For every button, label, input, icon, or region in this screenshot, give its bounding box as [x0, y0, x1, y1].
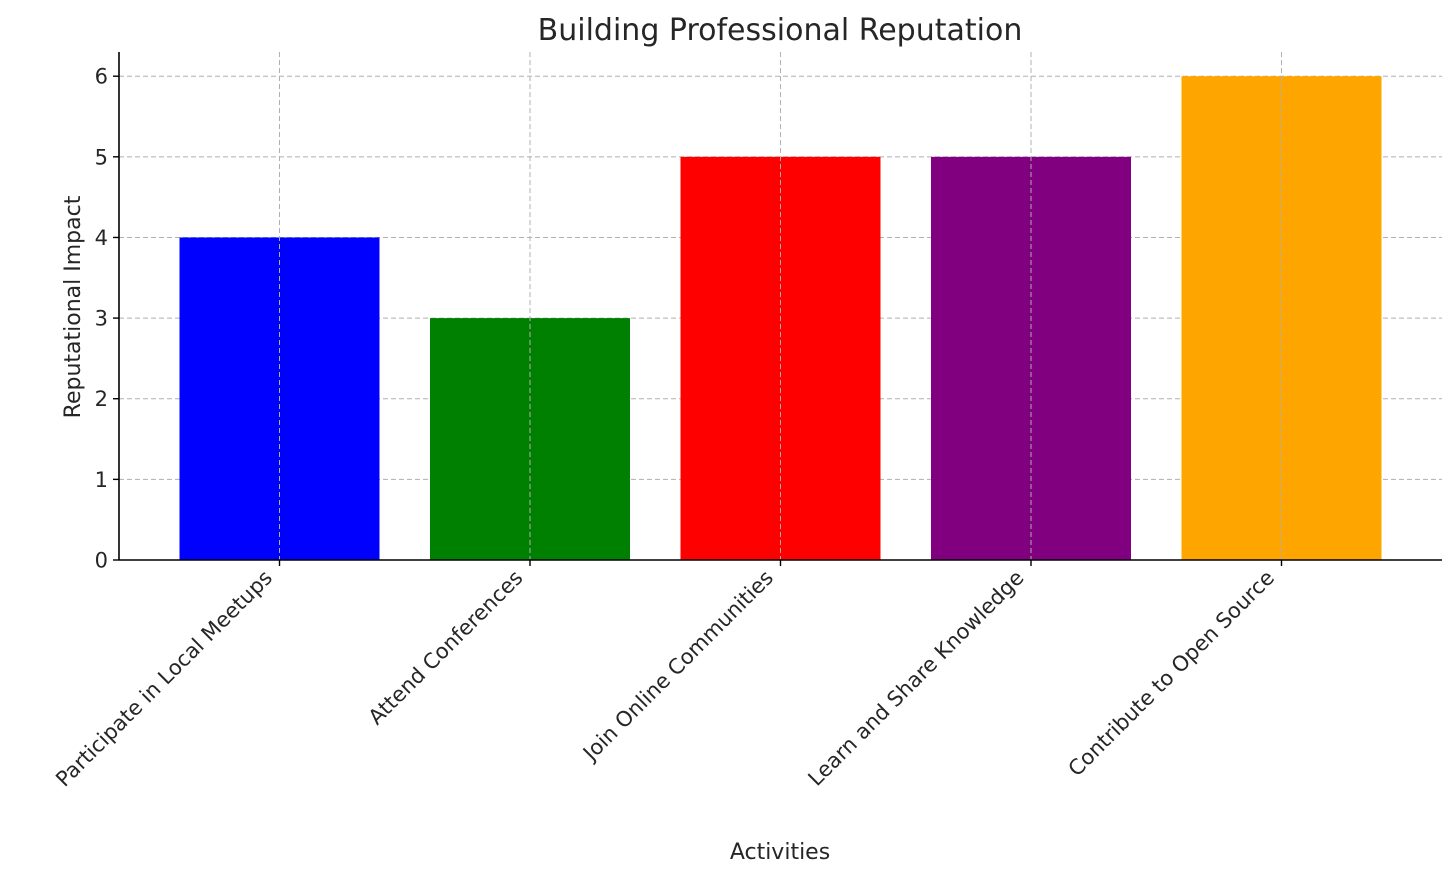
x-tick-label: Join Online Communities — [577, 566, 778, 767]
y-axis-label: Reputational Impact — [61, 195, 86, 418]
x-axis-label: Activities — [730, 840, 830, 865]
chart-title: Building Professional Reputation — [538, 13, 1023, 48]
x-tick-label: Learn and Share Knowledge — [803, 566, 1028, 791]
grid-overlay — [279, 52, 1282, 560]
x-ticks: Participate in Local Meetups Attend Confe… — [51, 560, 1283, 792]
y-tick-label: 0 — [95, 549, 108, 573]
y-tick-label: 3 — [95, 307, 108, 331]
y-tick-label: 1 — [95, 468, 108, 492]
y-tick-label: 2 — [95, 387, 108, 411]
x-tick-label: Participate in Local Meetups — [51, 566, 277, 792]
x-tick-label: Attend Conferences — [364, 566, 528, 730]
y-tick-label: 5 — [95, 145, 108, 169]
y-ticks: 0 1 2 3 4 5 6 — [95, 65, 119, 573]
y-tick-label: 6 — [95, 65, 108, 89]
x-tick-label: Contribute to Open Source — [1064, 566, 1279, 781]
y-tick-label: 4 — [95, 226, 108, 250]
